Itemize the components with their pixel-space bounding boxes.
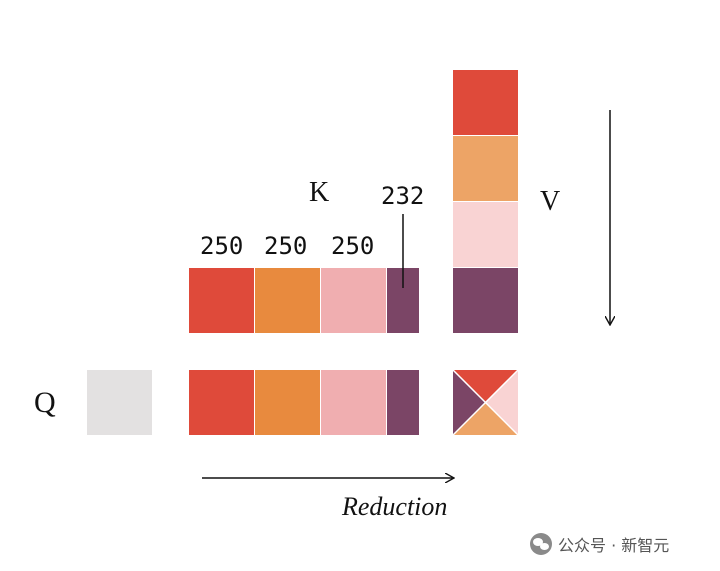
block-size-3: 250 [331,232,375,260]
reduction-label: Reduction [342,492,448,521]
k-block-orange [255,268,320,333]
v-block-red [453,70,518,135]
score-block-plum [387,370,419,435]
v-label: V [540,186,561,217]
k-block-red [189,268,254,333]
score-block-red [189,370,254,435]
output-triangle-top [453,370,518,403]
v-block-plum [453,268,518,333]
q-label: Q [34,386,56,419]
output-block [452,369,519,436]
output-triangle-left [453,370,486,435]
block-size-1: 250 [200,232,244,260]
output-triangle-bottom [453,402,518,435]
k-label: K [309,177,330,208]
watermark-text: 公众号 · 新智元 [558,536,670,555]
k-block-pink [321,268,386,333]
output-triangle-right [485,370,518,435]
watermark: 公众号 · 新智元 [530,532,669,556]
v-block-pink [453,202,518,267]
v-block-orange [453,136,518,201]
wechat-icon [530,533,552,555]
block-size-2: 250 [264,232,308,260]
block-size-4: 232 [381,182,425,210]
q-block [87,370,152,435]
score-block-orange [255,370,320,435]
score-block-pink [321,370,386,435]
